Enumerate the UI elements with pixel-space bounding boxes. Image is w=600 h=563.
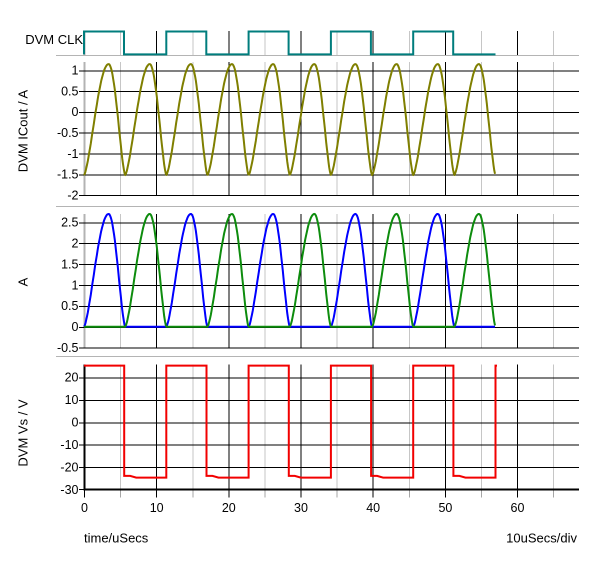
svg-text:DVM Vs / V: DVM Vs / V bbox=[16, 399, 31, 467]
svg-text:60: 60 bbox=[511, 501, 525, 515]
svg-text:1.5: 1.5 bbox=[61, 257, 78, 271]
svg-text:-2: -2 bbox=[67, 188, 78, 202]
svg-text:-0.5: -0.5 bbox=[57, 341, 79, 355]
svg-text:0.5: 0.5 bbox=[61, 299, 78, 313]
svg-text:30: 30 bbox=[294, 501, 308, 515]
svg-text:-10: -10 bbox=[60, 438, 78, 452]
svg-text:1: 1 bbox=[72, 64, 79, 78]
svg-text:10: 10 bbox=[65, 393, 79, 407]
svg-text:20: 20 bbox=[65, 371, 79, 385]
svg-text:0: 0 bbox=[72, 105, 79, 119]
svg-text:A: A bbox=[16, 277, 31, 286]
svg-text:-1: -1 bbox=[67, 147, 78, 161]
svg-text:2: 2 bbox=[72, 237, 79, 251]
svg-text:50: 50 bbox=[438, 501, 452, 515]
svg-text:20: 20 bbox=[222, 501, 236, 515]
svg-text:-1.5: -1.5 bbox=[57, 168, 79, 182]
svg-text:DVM CLK: DVM CLK bbox=[25, 32, 83, 47]
svg-text:-0.5: -0.5 bbox=[57, 126, 79, 140]
svg-text:10uSecs/div: 10uSecs/div bbox=[506, 530, 577, 545]
svg-text:0: 0 bbox=[81, 501, 88, 515]
svg-text:-30: -30 bbox=[60, 483, 78, 497]
svg-text:DVM ICout / A: DVM ICout / A bbox=[16, 89, 31, 172]
svg-text:time/uSecs: time/uSecs bbox=[84, 530, 149, 545]
svg-text:1: 1 bbox=[72, 278, 79, 292]
svg-text:0: 0 bbox=[72, 320, 79, 334]
svg-text:0: 0 bbox=[72, 416, 79, 430]
svg-text:0.5: 0.5 bbox=[61, 84, 78, 98]
svg-text:2.5: 2.5 bbox=[61, 216, 78, 230]
svg-text:10: 10 bbox=[150, 501, 164, 515]
svg-text:40: 40 bbox=[366, 501, 380, 515]
svg-text:-20: -20 bbox=[60, 460, 78, 474]
